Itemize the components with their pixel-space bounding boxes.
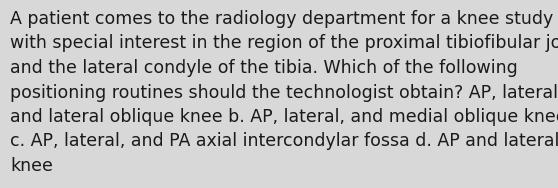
Text: with special interest in the region of the proximal tibiofibular joint: with special interest in the region of t… [10,35,558,52]
Text: c. AP, lateral, and PA axial intercondylar fossa d. AP and lateral: c. AP, lateral, and PA axial intercondyl… [10,133,558,151]
Text: A patient comes to the radiology department for a knee study: A patient comes to the radiology departm… [10,10,553,28]
Text: and the lateral condyle of the tibia. Which of the following: and the lateral condyle of the tibia. Wh… [10,59,518,77]
Text: knee: knee [10,157,53,175]
Text: and lateral oblique knee b. AP, lateral, and medial oblique knee: and lateral oblique knee b. AP, lateral,… [10,108,558,126]
Text: positioning routines should the technologist obtain? AP, lateral,: positioning routines should the technolo… [10,83,558,102]
